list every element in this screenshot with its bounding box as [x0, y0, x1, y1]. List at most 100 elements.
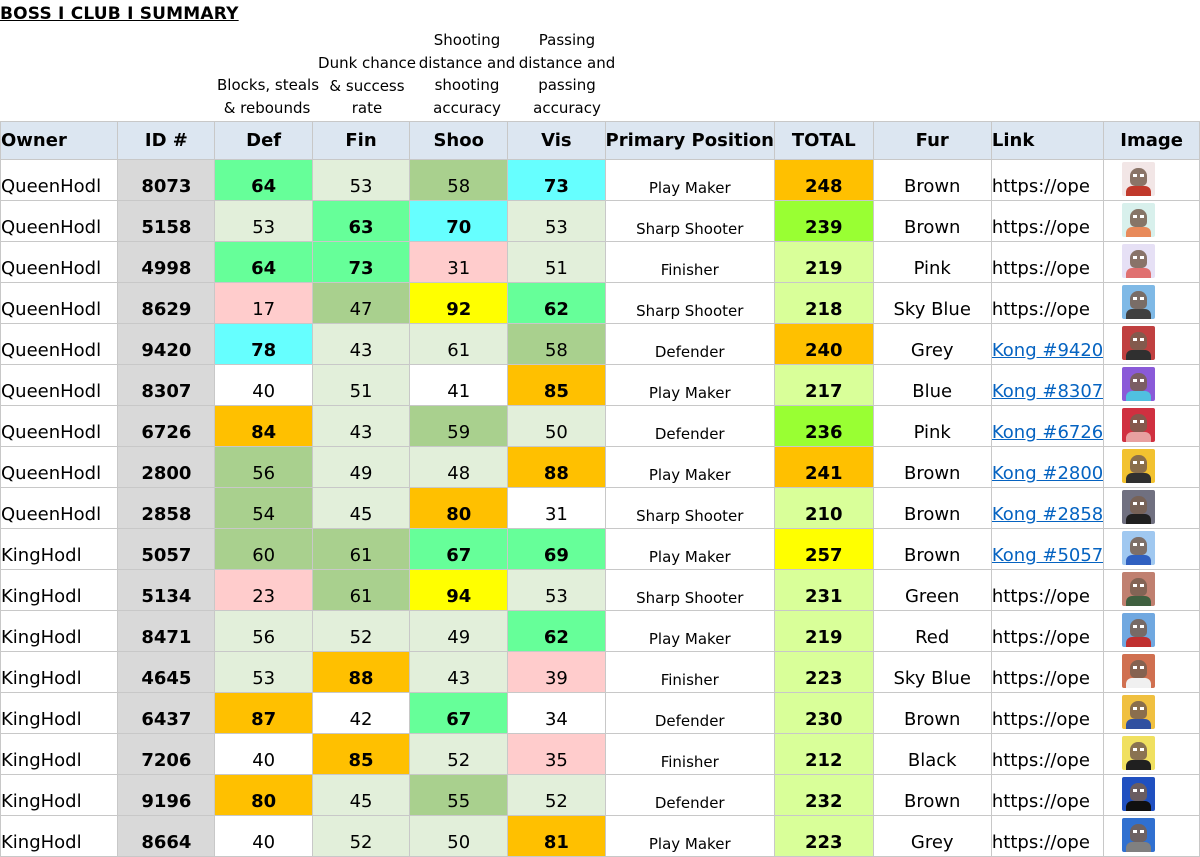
url-text[interactable]: https://ope — [991, 627, 1090, 648]
url-text[interactable]: https://ope — [991, 791, 1090, 812]
owner-cell[interactable]: KingHodl — [0, 815, 119, 857]
vis-cell[interactable]: 52 — [507, 774, 606, 816]
id-cell[interactable]: 6726 — [117, 405, 216, 447]
position-cell[interactable]: Sharp Shooter — [604, 569, 775, 611]
def-cell[interactable]: 40 — [214, 364, 313, 406]
total-cell[interactable]: 257 — [773, 528, 874, 570]
total-cell[interactable]: 223 — [773, 815, 874, 857]
def-cell[interactable]: 53 — [214, 651, 313, 693]
id-cell[interactable]: 8629 — [117, 282, 216, 324]
total-cell[interactable]: 219 — [773, 610, 874, 652]
kong-link[interactable]: Kong #8307 — [991, 381, 1104, 402]
url-text[interactable]: https://ope — [991, 750, 1090, 771]
vis-cell[interactable]: 53 — [507, 569, 606, 611]
header-total[interactable]: TOTAL — [773, 121, 874, 160]
def-cell[interactable]: 40 — [214, 815, 313, 857]
id-cell[interactable]: 8664 — [117, 815, 216, 857]
shoo-cell[interactable]: 67 — [409, 692, 509, 734]
shoo-cell[interactable]: 94 — [409, 569, 509, 611]
image-cell[interactable] — [1103, 364, 1200, 406]
kong-link[interactable]: Kong #5057 — [991, 545, 1104, 566]
fin-cell[interactable]: 42 — [311, 692, 411, 734]
fur-cell[interactable]: Brown — [872, 446, 992, 488]
position-cell[interactable]: Play Maker — [604, 610, 775, 652]
owner-cell[interactable]: QueenHodl — [0, 405, 119, 447]
link-cell[interactable]: Kong #6726 — [990, 405, 1105, 447]
owner-cell[interactable]: QueenHodl — [0, 159, 119, 201]
def-cell[interactable]: 78 — [214, 323, 313, 365]
def-cell[interactable]: 56 — [214, 610, 313, 652]
image-cell[interactable] — [1103, 446, 1200, 488]
header-fur[interactable]: Fur — [872, 121, 992, 160]
vis-cell[interactable]: 34 — [507, 692, 606, 734]
image-cell[interactable] — [1103, 200, 1200, 242]
owner-cell[interactable]: QueenHodl — [0, 241, 119, 283]
owner-cell[interactable]: QueenHodl — [0, 364, 119, 406]
image-cell[interactable] — [1103, 610, 1200, 652]
shoo-cell[interactable]: 50 — [409, 815, 509, 857]
position-cell[interactable]: Finisher — [604, 733, 775, 775]
owner-cell[interactable]: KingHodl — [0, 692, 119, 734]
id-cell[interactable]: 7206 — [117, 733, 216, 775]
id-cell[interactable]: 6437 — [117, 692, 216, 734]
header-fin[interactable]: Fin — [311, 121, 411, 160]
fin-cell[interactable]: 43 — [311, 405, 411, 447]
vis-cell[interactable]: 51 — [507, 241, 606, 283]
id-cell[interactable]: 4645 — [117, 651, 216, 693]
header-position[interactable]: Primary Position — [604, 121, 775, 160]
fur-cell[interactable]: Brown — [872, 487, 992, 529]
kong-link[interactable]: Kong #2800 — [991, 463, 1104, 484]
fin-cell[interactable]: 53 — [311, 159, 411, 201]
vis-cell[interactable]: 88 — [507, 446, 606, 488]
position-cell[interactable]: Play Maker — [604, 528, 775, 570]
fin-cell[interactable]: 51 — [311, 364, 411, 406]
id-cell[interactable]: 5134 — [117, 569, 216, 611]
position-cell[interactable]: Play Maker — [604, 364, 775, 406]
position-cell[interactable]: Defender — [604, 692, 775, 734]
image-cell[interactable] — [1103, 159, 1200, 201]
image-cell[interactable] — [1103, 815, 1200, 857]
url-text[interactable]: https://ope — [991, 586, 1090, 607]
shoo-cell[interactable]: 70 — [409, 200, 509, 242]
def-cell[interactable]: 87 — [214, 692, 313, 734]
header-image[interactable]: Image — [1103, 121, 1200, 160]
kong-link[interactable]: Kong #6726 — [991, 422, 1104, 443]
fur-cell[interactable]: Green — [872, 569, 992, 611]
position-cell[interactable]: Defender — [604, 323, 775, 365]
position-cell[interactable]: Play Maker — [604, 815, 775, 857]
fur-cell[interactable]: Grey — [872, 815, 992, 857]
image-cell[interactable] — [1103, 487, 1200, 529]
position-cell[interactable]: Sharp Shooter — [604, 200, 775, 242]
id-cell[interactable]: 2858 — [117, 487, 216, 529]
fin-cell[interactable]: 45 — [311, 774, 411, 816]
fin-cell[interactable]: 88 — [311, 651, 411, 693]
def-cell[interactable]: 17 — [214, 282, 313, 324]
fin-cell[interactable]: 73 — [311, 241, 411, 283]
vis-cell[interactable]: 58 — [507, 323, 606, 365]
fin-cell[interactable]: 61 — [311, 528, 411, 570]
total-cell[interactable]: 239 — [773, 200, 874, 242]
fin-cell[interactable]: 47 — [311, 282, 411, 324]
link-cell[interactable]: Kong #9420 — [990, 323, 1105, 365]
position-cell[interactable]: Defender — [604, 405, 775, 447]
def-cell[interactable]: 54 — [214, 487, 313, 529]
fur-cell[interactable]: Black — [872, 733, 992, 775]
link-cell[interactable]: https://ope — [990, 692, 1105, 734]
link-cell[interactable]: Kong #5057 — [990, 528, 1105, 570]
owner-cell[interactable]: KingHodl — [0, 733, 119, 775]
fur-cell[interactable]: Brown — [872, 159, 992, 201]
image-cell[interactable] — [1103, 651, 1200, 693]
shoo-cell[interactable]: 61 — [409, 323, 509, 365]
shoo-cell[interactable]: 59 — [409, 405, 509, 447]
total-cell[interactable]: 223 — [773, 651, 874, 693]
shoo-cell[interactable]: 55 — [409, 774, 509, 816]
vis-cell[interactable]: 85 — [507, 364, 606, 406]
fur-cell[interactable]: Brown — [872, 774, 992, 816]
def-cell[interactable]: 84 — [214, 405, 313, 447]
position-cell[interactable]: Play Maker — [604, 446, 775, 488]
total-cell[interactable]: 212 — [773, 733, 874, 775]
shoo-cell[interactable]: 80 — [409, 487, 509, 529]
shoo-cell[interactable]: 41 — [409, 364, 509, 406]
link-cell[interactable]: Kong #2858 — [990, 487, 1105, 529]
image-cell[interactable] — [1103, 323, 1200, 365]
